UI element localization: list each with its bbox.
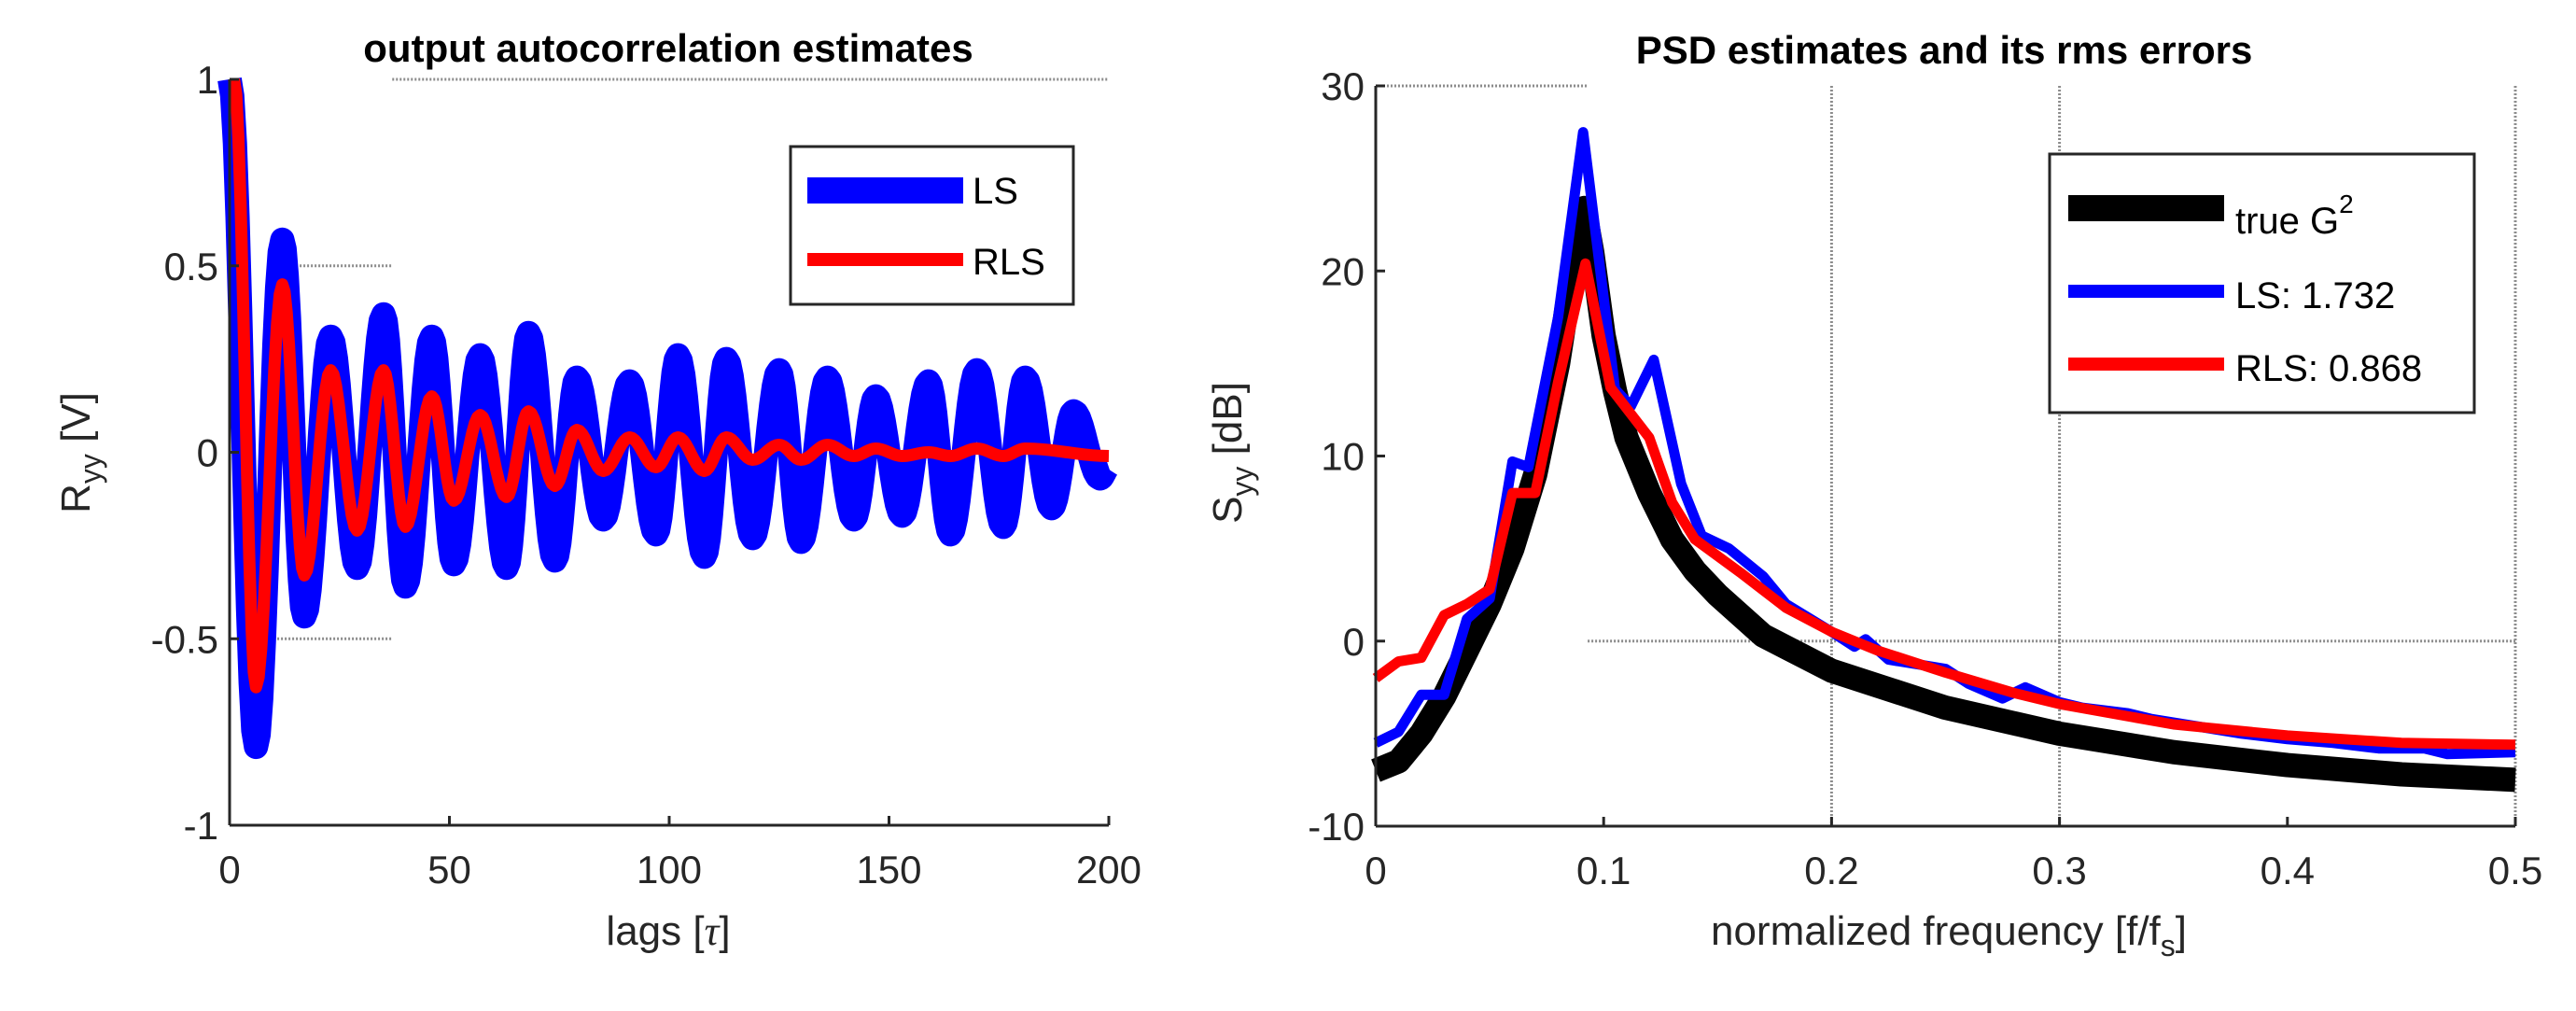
- legend: true G2 LS: 1.732 RLS: 0.868: [2048, 152, 2476, 414]
- series-line-ls: [217, 77, 1121, 760]
- x-label-end: ]: [719, 908, 730, 954]
- y-tick-label: -10: [1308, 805, 1365, 849]
- tick-labels: 0 50 100 150 200 -1 -0.5 0 0.5 1: [151, 58, 1141, 892]
- y-label-text: S: [1205, 497, 1251, 524]
- x-tick-label: 0.5: [2488, 849, 2542, 892]
- y-label-subscript: yy: [74, 454, 107, 484]
- axes-frame: [1374, 84, 2517, 828]
- x-tick-label: 0.3: [2032, 849, 2086, 892]
- axes-frame: [228, 77, 1111, 827]
- legend-label-true-superscript: 2: [2339, 190, 2354, 218]
- legend-label-true-text: true G: [2235, 201, 2339, 242]
- y-label-text: R: [53, 484, 99, 513]
- y-tick-label: 20: [1321, 249, 1365, 293]
- plot-area: [1371, 127, 2516, 793]
- x-axis-label: normalized frequency [f/fs]: [1711, 908, 2187, 962]
- y-tick-label: 1: [197, 58, 218, 102]
- y-axis-label: Ryy [V]: [53, 392, 107, 513]
- y-axis-label: Syy [dB]: [1205, 382, 1259, 524]
- series-line-rls: [1372, 258, 2516, 751]
- chart-title: output autocorrelation estimates: [363, 26, 973, 70]
- x-tick-label: 150: [856, 848, 921, 892]
- y-tick-label: 0: [197, 431, 218, 475]
- x-tick-label: 50: [427, 848, 471, 892]
- y-tick-label: 10: [1321, 435, 1365, 479]
- legend-label-true: true G2: [2235, 190, 2354, 242]
- y-tick-label: 0: [1343, 620, 1365, 664]
- x-axis-label: lags [τ]: [606, 908, 730, 954]
- y-tick-label: 30: [1321, 64, 1365, 108]
- y-tick-label: 0.5: [164, 245, 218, 288]
- x-label-text: normalized frequency [f/f: [1711, 908, 2162, 954]
- y-label-end: [V]: [53, 392, 99, 454]
- y-label-end: [dB]: [1205, 382, 1251, 467]
- x-tick-label: 0: [218, 848, 240, 892]
- x-tick-label: 100: [637, 848, 702, 892]
- chart-title: PSD estimates and its rms errors: [1636, 28, 2253, 72]
- legend-label-ls: LS: [973, 171, 1018, 212]
- series-line-rls: [228, 78, 1110, 694]
- y-tick-label: -1: [184, 804, 218, 848]
- legend-label-ls: LS: 1.732: [2235, 275, 2395, 316]
- x-label-text: lags [: [606, 908, 704, 954]
- x-label-end: ]: [2176, 908, 2187, 954]
- y-tick-label: -0.5: [151, 617, 218, 661]
- plot-area: [217, 77, 1121, 760]
- legend-label-rls: RLS: [973, 242, 1045, 283]
- legend-label-rls: RLS: 0.868: [2235, 348, 2422, 389]
- x-tick-label: 0: [1365, 849, 1386, 892]
- x-label-symbol: τ: [705, 908, 721, 954]
- legend: LS RLS: [789, 145, 1075, 306]
- x-tick-label: 200: [1076, 848, 1141, 892]
- y-label-subscript: yy: [1225, 467, 1259, 497]
- x-label-subscript: s: [2161, 929, 2176, 962]
- x-tick-label: 0.2: [1804, 849, 1858, 892]
- autocorrelation-axes: 0 50 100 150 200 -1 -0.5 0 0.5 1 output autocorre…: [53, 26, 1141, 954]
- legend-box: [789, 145, 1075, 306]
- x-tick-label: 0.4: [2261, 849, 2315, 892]
- x-tick-label: 0.1: [1576, 849, 1631, 892]
